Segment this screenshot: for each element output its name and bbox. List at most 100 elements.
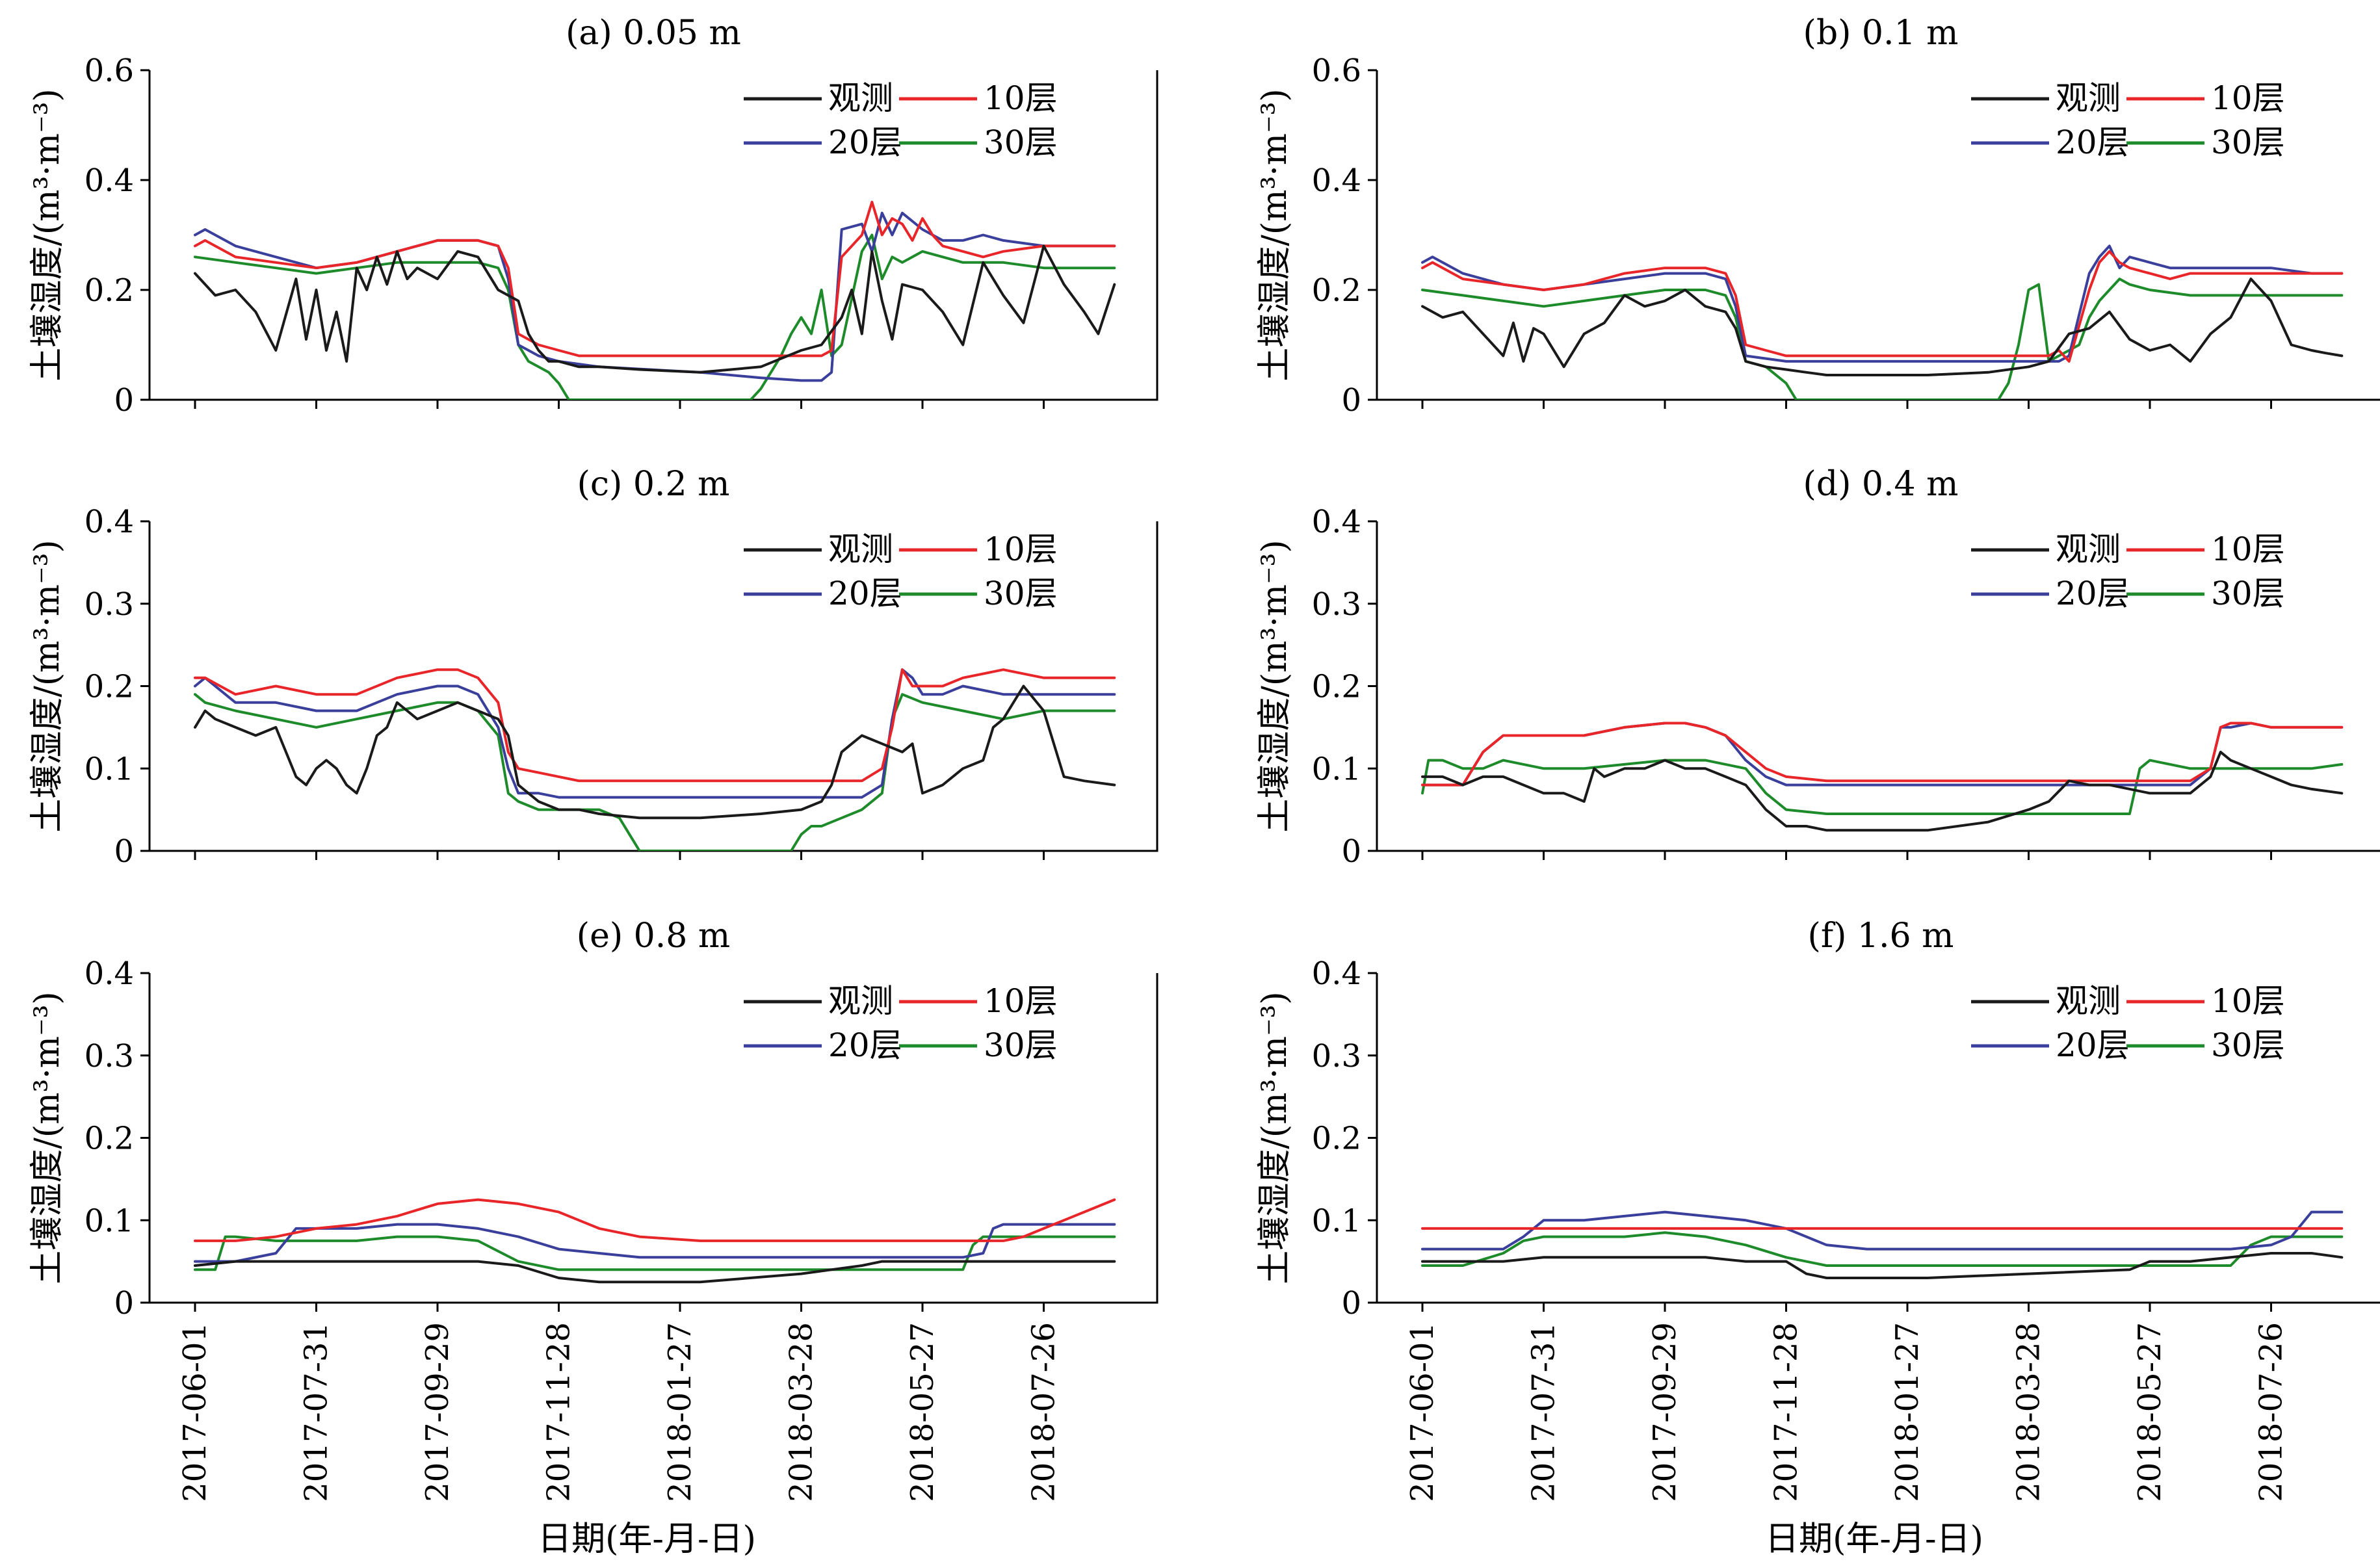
- legend-label: 30层: [2211, 575, 2285, 612]
- panel-0: (a) 0.05 m 0 0.2 0.4 0.6 土壤湿度/(m³·m⁻³) 观测 10层 20…: [28, 14, 1158, 419]
- series-line-0: [194, 684, 1116, 820]
- series-line-1: [194, 200, 1116, 358]
- series-line-0: [194, 244, 1116, 374]
- series-line-3: [1421, 278, 2344, 400]
- panel-title: (b) 0.1 m: [1803, 14, 1959, 53]
- y-tick-label: 0.4: [85, 504, 134, 540]
- series-line-3: [1421, 759, 2344, 815]
- y-tick-label: 0: [1341, 1285, 1361, 1321]
- x-tick-label: 2018-01-27: [1889, 1322, 1926, 1502]
- y-tick-label: 0.1: [1312, 1203, 1361, 1239]
- x-tick-label: 2018-01-27: [662, 1322, 698, 1502]
- y-axis-label: 土壤湿度/(m³·m⁻³): [1255, 540, 1294, 832]
- legend-label: 观测: [828, 982, 893, 1020]
- legend-label: 30层: [984, 124, 1058, 161]
- y-tick-label: 0.3: [85, 586, 134, 623]
- legend-label: 20层: [2056, 575, 2130, 612]
- x-tick-label: 2018-03-28: [2011, 1322, 2047, 1502]
- panel-title: (e) 0.8 m: [577, 917, 730, 956]
- axes-frame: [148, 521, 1158, 852]
- legend-label: 10层: [984, 530, 1058, 568]
- x-tick-label: 2017-09-29: [1647, 1322, 1683, 1502]
- y-tick-label: 0.1: [1312, 751, 1361, 787]
- x-tick-label: 2017-06-01: [177, 1322, 213, 1502]
- y-tick-label: 0.2: [85, 669, 134, 705]
- legend-label: 20层: [2056, 124, 2130, 161]
- legend: 观测 10层 20层 30层: [744, 982, 1058, 1064]
- panel-5: (f) 1.6 m 0 0.1 0.2 0.3 0.4 2017-06-01 2017-07-…: [1255, 917, 2380, 1559]
- series-line-2: [194, 1223, 1116, 1263]
- y-tick-label: 0.2: [1312, 1121, 1361, 1157]
- legend: 观测 10层 20层 30层: [744, 79, 1058, 161]
- legend-label: 20层: [828, 1026, 902, 1064]
- legend-label: 20层: [828, 575, 902, 612]
- legend-label: 10层: [2211, 79, 2285, 117]
- legend-label: 30层: [984, 575, 1058, 612]
- y-tick-label: 0: [114, 1285, 134, 1321]
- series-line-3: [194, 693, 1116, 851]
- panel-4: (e) 0.8 m 0 0.1 0.2 0.3 0.4 2017-06-01 2017-07-…: [28, 917, 1158, 1559]
- y-tick-label: 0: [1341, 833, 1361, 870]
- panel-title: (d) 0.4 m: [1803, 465, 1959, 504]
- panel-title: (f) 1.6 m: [1808, 917, 1954, 956]
- panel-3: (d) 0.4 m 0 0.1 0.2 0.3 0.4 土壤湿度/(m³·m⁻³) 观测 10层…: [1255, 465, 2380, 870]
- legend-label: 10层: [2211, 982, 2285, 1020]
- y-tick-label: 0.1: [85, 751, 134, 787]
- legend-label: 30层: [2211, 124, 2285, 161]
- axes-frame: [1376, 973, 2380, 1304]
- series-line-1: [194, 668, 1116, 783]
- axes-frame: [148, 973, 1158, 1304]
- y-tick-label: 0: [114, 833, 134, 870]
- x-tick-label: 2018-07-26: [1026, 1322, 1062, 1502]
- panel-title: (c) 0.2 m: [577, 465, 730, 504]
- x-tick-label: 2018-05-27: [904, 1322, 941, 1502]
- y-tick-label: 0.2: [1312, 669, 1361, 705]
- legend-label: 30层: [984, 1026, 1058, 1064]
- y-tick-label: 0.3: [1312, 586, 1361, 623]
- y-tick-label: 0.6: [1312, 53, 1361, 89]
- legend-label: 观测: [828, 530, 893, 568]
- y-tick-label: 0.6: [85, 53, 134, 89]
- panel-1: (b) 0.1 m 0 0.2 0.4 0.6 土壤湿度/(m³·m⁻³) 观测 10层 20层…: [1255, 14, 2380, 419]
- series-line-0: [1421, 1252, 2344, 1279]
- y-tick-label: 0.3: [85, 1038, 134, 1074]
- legend-label: 观测: [2056, 79, 2121, 117]
- y-tick-label: 0.4: [1312, 163, 1361, 199]
- y-tick-label: 0: [114, 382, 134, 419]
- series-line-0: [194, 1260, 1116, 1284]
- axes-frame: [1376, 521, 2380, 852]
- x-tick-label: 2018-05-27: [2132, 1322, 2168, 1502]
- x-tick-label: 2017-09-29: [419, 1322, 456, 1502]
- y-tick-label: 0: [1341, 382, 1361, 419]
- legend-label: 10层: [984, 982, 1058, 1020]
- panel-2: (c) 0.2 m 0 0.1 0.2 0.3 0.4 土壤湿度/(m³·m⁻³) 观测 10层…: [28, 465, 1158, 870]
- panel-title: (a) 0.05 m: [566, 14, 741, 53]
- y-tick-label: 0.4: [1312, 504, 1361, 540]
- legend: 观测 10层 20层 30层: [1971, 530, 2285, 612]
- x-axis-label: 日期(年-月-日): [538, 1520, 756, 1559]
- legend: 观测 10层 20层 30层: [1971, 79, 2285, 161]
- legend-label: 20层: [2056, 1026, 2130, 1064]
- series-line-0: [1421, 278, 2344, 376]
- series-line-2: [1421, 722, 2344, 787]
- x-tick-label: 2017-11-28: [1768, 1322, 1805, 1502]
- series-line-2: [194, 668, 1116, 799]
- x-tick-label: 2017-06-01: [1404, 1322, 1441, 1502]
- x-tick-label: 2018-07-26: [2253, 1322, 2290, 1502]
- legend-label: 观测: [828, 79, 893, 117]
- x-axis-label: 日期(年-月-日): [1765, 1520, 1983, 1559]
- y-tick-label: 0.2: [85, 272, 134, 309]
- y-axis-label: 土壤湿度/(m³·m⁻³): [28, 88, 67, 381]
- y-tick-label: 0.2: [85, 1121, 134, 1157]
- y-tick-label: 0.4: [1312, 956, 1361, 992]
- axes-frame: [148, 70, 1158, 401]
- y-axis-label: 土壤湿度/(m³·m⁻³): [1255, 88, 1294, 381]
- legend: 观测 10层 20层 30层: [1971, 982, 2285, 1064]
- legend: 观测 10层 20层 30层: [744, 530, 1058, 612]
- legend-label: 20层: [828, 124, 902, 161]
- y-tick-label: 0.2: [1312, 272, 1361, 309]
- y-tick-label: 0.3: [1312, 1038, 1361, 1074]
- x-tick-label: 2017-11-28: [541, 1322, 577, 1502]
- y-axis-label: 土壤湿度/(m³·m⁻³): [28, 991, 67, 1284]
